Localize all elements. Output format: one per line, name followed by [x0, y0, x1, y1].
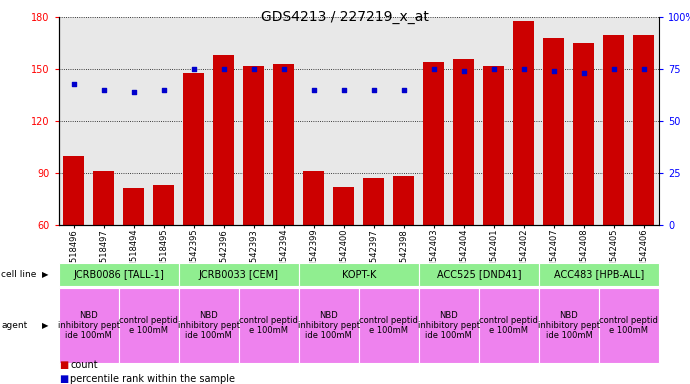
Point: [308, 87, 319, 93]
Text: NBD
inhibitory pept
ide 100mM: NBD inhibitory pept ide 100mM: [418, 311, 480, 340]
Bar: [424, 62, 444, 328]
Point: [68, 81, 79, 87]
Text: NBD
inhibitory pept
ide 100mM: NBD inhibitory pept ide 100mM: [298, 311, 359, 340]
Point: [218, 66, 229, 72]
Bar: [633, 35, 654, 328]
Bar: [63, 156, 84, 328]
Bar: [484, 66, 504, 328]
Bar: [573, 43, 594, 328]
Text: cell line: cell line: [1, 270, 37, 279]
Point: [338, 87, 349, 93]
Text: ACC483 [HPB-ALL]: ACC483 [HPB-ALL]: [554, 270, 644, 280]
Point: [98, 87, 109, 93]
Point: [549, 68, 560, 74]
Point: [128, 89, 139, 95]
Text: percentile rank within the sample: percentile rank within the sample: [70, 374, 235, 384]
Bar: [153, 185, 174, 328]
Bar: [213, 55, 234, 328]
Bar: [244, 66, 264, 328]
Text: control peptid
e 100mM: control peptid e 100mM: [239, 316, 298, 335]
Point: [638, 66, 649, 72]
Bar: [124, 189, 144, 328]
Text: ▶: ▶: [42, 321, 49, 330]
Bar: [333, 187, 354, 328]
Text: control peptid
e 100mM: control peptid e 100mM: [600, 316, 658, 335]
Point: [158, 87, 169, 93]
Text: ▶: ▶: [42, 270, 49, 279]
Text: ■: ■: [59, 360, 68, 370]
Bar: [513, 21, 534, 328]
Text: agent: agent: [1, 321, 28, 330]
Point: [248, 66, 259, 72]
Text: control peptid
e 100mM: control peptid e 100mM: [359, 316, 418, 335]
Text: JCRB0033 [CEM]: JCRB0033 [CEM]: [199, 270, 279, 280]
Text: count: count: [70, 360, 98, 370]
Bar: [304, 171, 324, 328]
Text: NBD
inhibitory pept
ide 100mM: NBD inhibitory pept ide 100mM: [178, 311, 239, 340]
Text: NBD
inhibitory pept
ide 100mM: NBD inhibitory pept ide 100mM: [538, 311, 600, 340]
Bar: [273, 64, 294, 328]
Point: [428, 66, 440, 72]
Point: [578, 70, 589, 76]
Point: [188, 66, 199, 72]
Text: ■: ■: [59, 374, 68, 384]
Point: [368, 87, 380, 93]
Point: [489, 66, 500, 72]
Point: [278, 66, 289, 72]
Bar: [364, 178, 384, 328]
Text: NBD
inhibitory pept
ide 100mM: NBD inhibitory pept ide 100mM: [58, 311, 119, 340]
Text: ACC525 [DND41]: ACC525 [DND41]: [437, 270, 521, 280]
Text: control peptid
e 100mM: control peptid e 100mM: [480, 316, 538, 335]
Point: [458, 68, 469, 74]
Text: control peptid
e 100mM: control peptid e 100mM: [119, 316, 178, 335]
Bar: [544, 38, 564, 328]
Text: GDS4213 / 227219_x_at: GDS4213 / 227219_x_at: [261, 10, 429, 23]
Bar: [93, 171, 114, 328]
Bar: [393, 176, 414, 328]
Bar: [184, 73, 204, 328]
Point: [609, 66, 620, 72]
Point: [518, 66, 529, 72]
Text: JCRB0086 [TALL-1]: JCRB0086 [TALL-1]: [73, 270, 164, 280]
Bar: [604, 35, 624, 328]
Point: [398, 87, 409, 93]
Text: KOPT-K: KOPT-K: [342, 270, 376, 280]
Bar: [453, 59, 474, 328]
